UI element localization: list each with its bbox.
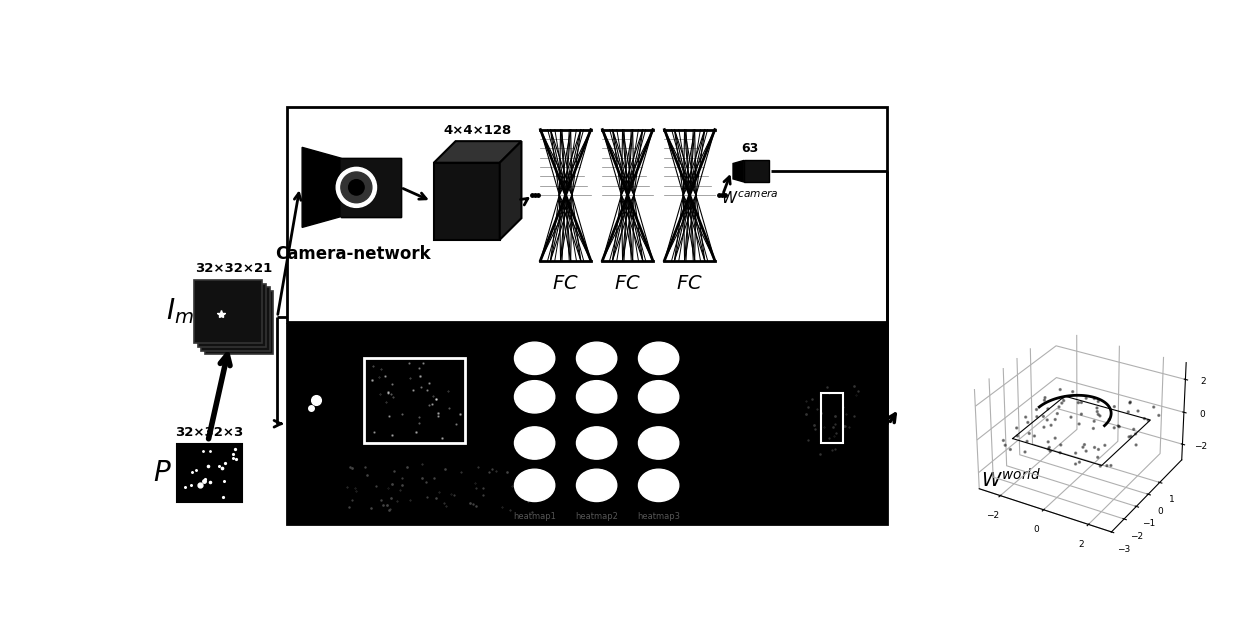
Ellipse shape: [514, 342, 555, 374]
Text: $P$: $P$: [154, 459, 172, 487]
Polygon shape: [302, 147, 341, 227]
Text: $FC$: $FC$: [553, 274, 579, 293]
Bar: [177, 444, 243, 502]
Text: 63: 63: [741, 142, 758, 155]
Circle shape: [341, 172, 372, 203]
Text: heatmap2: heatmap2: [575, 512, 618, 521]
Text: $FC$: $FC$: [615, 274, 641, 293]
Polygon shape: [434, 141, 522, 163]
Ellipse shape: [576, 427, 617, 459]
Text: heatmap1: heatmap1: [513, 512, 556, 521]
Bar: [286, 324, 887, 524]
Bar: [202, 288, 270, 351]
Polygon shape: [499, 141, 522, 240]
Bar: [197, 283, 265, 347]
Ellipse shape: [514, 380, 555, 413]
Ellipse shape: [514, 427, 555, 459]
Ellipse shape: [638, 427, 679, 459]
Ellipse shape: [514, 469, 555, 502]
Circle shape: [348, 180, 364, 195]
Ellipse shape: [638, 342, 679, 374]
Bar: [206, 292, 274, 355]
Text: 32×32×21: 32×32×21: [196, 262, 273, 275]
Text: 32×32×3: 32×32×3: [176, 426, 244, 439]
Ellipse shape: [576, 380, 617, 413]
Text: $W^{camera}$: $W^{camera}$: [721, 190, 779, 207]
Bar: [286, 107, 887, 322]
Polygon shape: [733, 160, 743, 182]
Text: $I_m$: $I_m$: [166, 297, 193, 326]
Ellipse shape: [638, 469, 679, 502]
Bar: [193, 280, 261, 343]
Bar: [364, 358, 465, 443]
Text: 4×4×128: 4×4×128: [444, 124, 512, 138]
Bar: [821, 393, 843, 443]
Ellipse shape: [576, 342, 617, 374]
Text: $FC$: $FC$: [676, 274, 703, 293]
Text: Camera-network: Camera-network: [275, 245, 430, 263]
Text: heatmap3: heatmap3: [637, 512, 680, 521]
Polygon shape: [743, 160, 768, 182]
Ellipse shape: [576, 469, 617, 502]
Polygon shape: [341, 158, 400, 216]
Ellipse shape: [638, 380, 679, 413]
Text: $W^{world}$: $W^{world}$: [981, 468, 1041, 492]
Circle shape: [336, 167, 377, 208]
Bar: [434, 163, 499, 240]
